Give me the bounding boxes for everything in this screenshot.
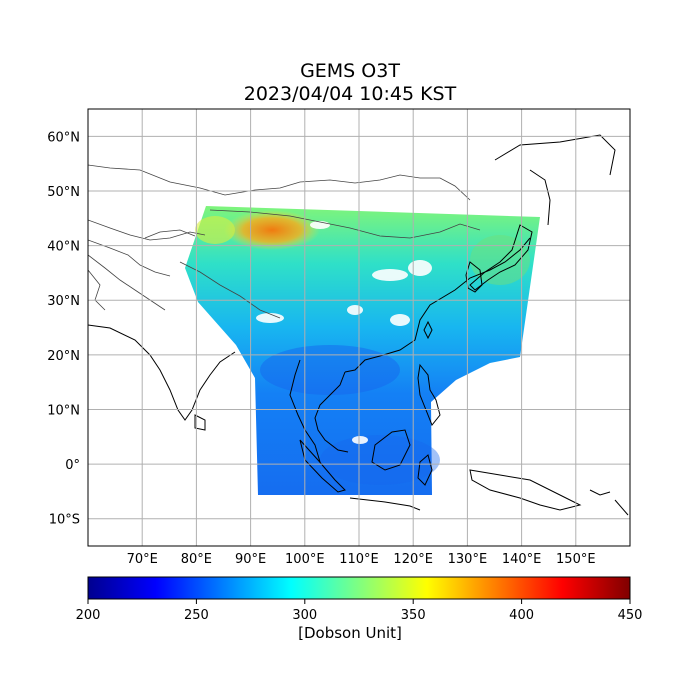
colorbar-tick-label: 300 [292, 608, 317, 623]
lon-tick-label: 140°E [502, 552, 542, 567]
colorbar: 200 250 300 350 400 450 [76, 576, 643, 623]
colorbar-gradient [87, 576, 631, 600]
lat-tick-label: 60°N [47, 130, 80, 145]
gridlines [88, 109, 630, 546]
colorbar-tick-label: 200 [76, 608, 101, 623]
plot-frame [87, 108, 631, 547]
lat-tick-label: 20°N [47, 349, 80, 364]
colorbar-tick-label: 450 [618, 608, 643, 623]
lon-tick-labels: 70°E 80°E 90°E 100°E 110°E 120°E 130°E 140°E 150… [127, 552, 596, 567]
lon-tick-label: 150°E [556, 552, 596, 567]
lat-tick-label: 10°S [49, 513, 80, 528]
colorbar-tick-label: 350 [401, 608, 426, 623]
lon-tick-label: 130°E [448, 552, 488, 567]
cloud-gaps [256, 221, 446, 444]
ozone-swath [185, 206, 540, 495]
lon-tick-label: 70°E [127, 552, 158, 567]
lon-tick-label: 120°E [393, 552, 433, 567]
map-title: GEMS O3T [300, 60, 400, 82]
country-borders [88, 164, 481, 319]
colorbar-label: [Dobson Unit] [298, 624, 402, 642]
coastlines [88, 134, 629, 516]
lon-tick-label: 80°E [181, 552, 212, 567]
lat-tick-labels: 60°N 50°N 40°N 30°N 20°N 10°N 0° 10°S [47, 130, 80, 527]
colorbar-ticks: 200 250 300 350 400 450 [76, 599, 643, 623]
lat-tick-label: 0° [65, 458, 80, 473]
colorbar-tick-label: 400 [509, 608, 534, 623]
lat-tick-label: 10°N [47, 403, 80, 418]
map-subtitle: 2023/04/04 10:45 KST [243, 83, 457, 105]
lat-tick-label: 30°N [47, 294, 80, 309]
lat-tick-label: 50°N [47, 185, 80, 200]
lon-tick-label: 90°E [235, 552, 266, 567]
lat-tick-label: 40°N [47, 240, 80, 255]
lon-tick-label: 110°E [339, 552, 379, 567]
high-ozone-region [224, 210, 320, 250]
lon-tick-label: 100°E [285, 552, 325, 567]
colorbar-tick-label: 250 [184, 608, 209, 623]
